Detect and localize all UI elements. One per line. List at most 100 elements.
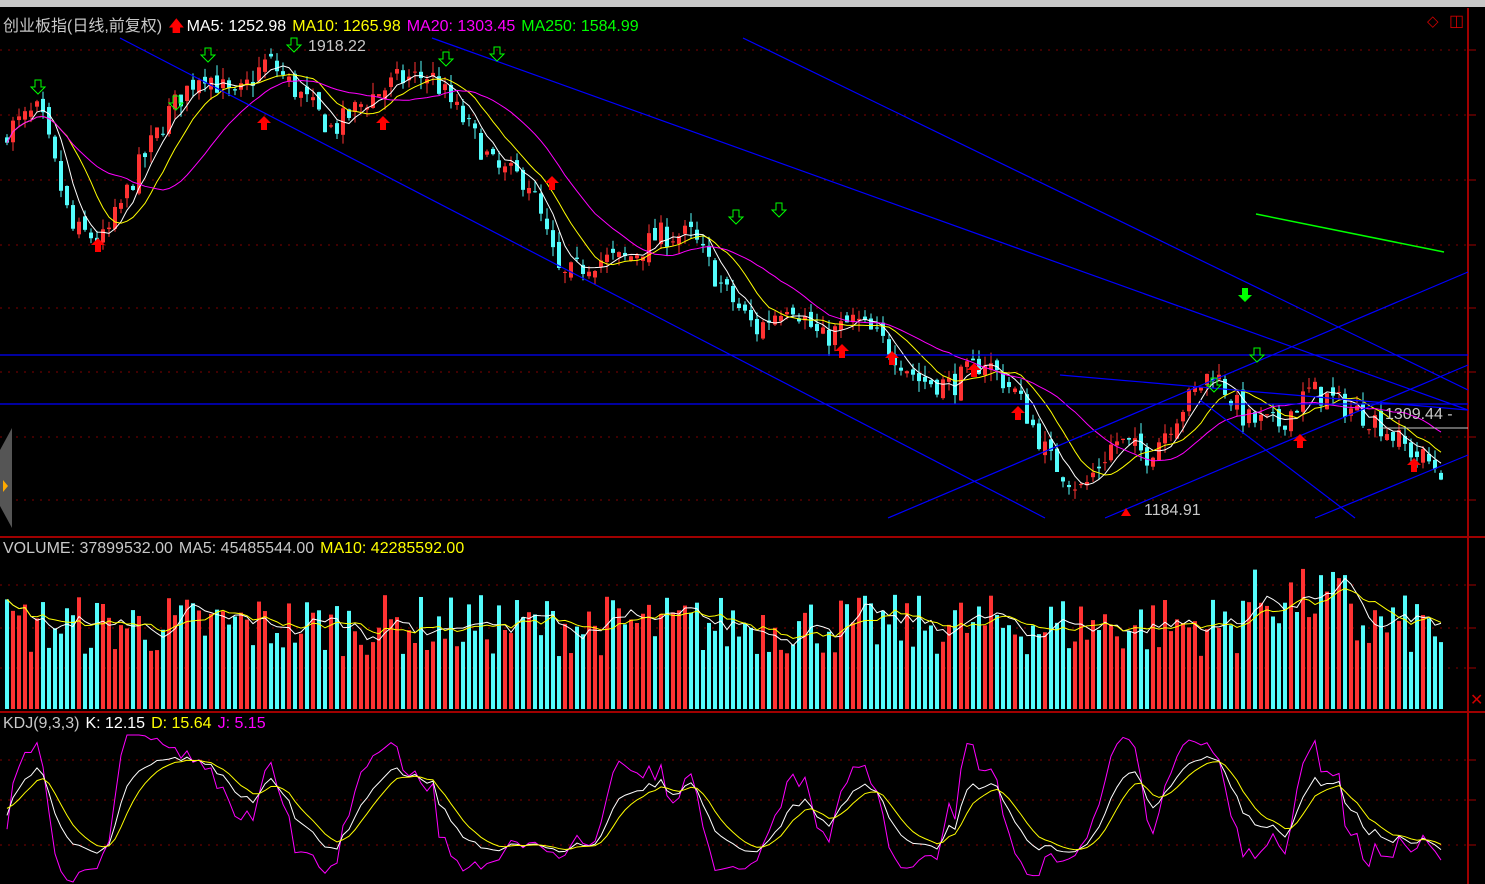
candle-up xyxy=(761,322,765,339)
ma10-label: MA10: 1265.98 xyxy=(292,18,401,35)
volume-bar xyxy=(377,627,381,709)
candle-down xyxy=(1343,393,1347,418)
volume-bar xyxy=(635,622,639,709)
window-split-icon[interactable]: ◫ xyxy=(1449,13,1465,30)
volume-bar xyxy=(419,596,423,709)
candle-down xyxy=(419,71,423,79)
volume-bar xyxy=(557,656,561,709)
volume-bar xyxy=(929,625,933,709)
volume-bar xyxy=(11,610,15,709)
volume-bar xyxy=(107,617,111,709)
candle-down xyxy=(1049,439,1053,451)
candle-up xyxy=(155,127,159,139)
candle-down xyxy=(1271,412,1275,414)
volume-bar xyxy=(1229,625,1233,709)
candle-down xyxy=(479,133,483,160)
volume-bar xyxy=(683,605,687,709)
candle-up xyxy=(659,222,663,245)
candle-down xyxy=(791,307,795,315)
kdj-header: KDJ(9,3,3) K: 12.15 D: 15.64 J: 5.15 xyxy=(3,715,272,733)
volume-ma10-line xyxy=(6,588,1442,639)
candle-down xyxy=(923,376,927,382)
volume-bar xyxy=(1235,653,1239,709)
volume-bar xyxy=(641,613,645,709)
volume-bar xyxy=(1001,627,1005,709)
ma20-label: MA20: 1303.45 xyxy=(406,18,516,35)
price-header: 创业板指(日线,前复权) 🡅 MA5: 1252.98 MA10: 1265.98 MA… xyxy=(3,12,645,42)
volume-bar xyxy=(389,619,393,709)
volume-bar xyxy=(347,610,351,709)
candle-down xyxy=(1331,387,1335,396)
candle-down xyxy=(1439,472,1443,480)
volume-bar xyxy=(401,653,405,709)
buy-arrow-icon xyxy=(376,116,390,130)
volume-bar xyxy=(1073,641,1077,709)
volume-bar xyxy=(53,628,57,709)
volume-bar xyxy=(227,624,231,709)
candle-up xyxy=(1337,392,1341,394)
volume-bar xyxy=(965,632,969,709)
volume-bar xyxy=(815,643,819,709)
diamond-icon[interactable]: ◇ xyxy=(1427,13,1439,30)
volume-bar xyxy=(1247,602,1251,709)
sell-arrow-icon xyxy=(167,95,185,111)
candle-up xyxy=(1043,441,1047,456)
candle-up xyxy=(947,377,951,382)
volume-bar xyxy=(485,639,489,709)
candle-down xyxy=(161,133,165,135)
volume-bar xyxy=(1145,649,1149,709)
volume-bar xyxy=(1421,615,1425,709)
volume-bar xyxy=(1379,616,1383,709)
volume-bar xyxy=(1199,655,1203,709)
candle-down xyxy=(347,109,351,118)
volume-bar xyxy=(281,647,285,709)
volume-bar xyxy=(437,616,441,709)
candle-up xyxy=(167,106,171,134)
candle-up xyxy=(35,101,39,107)
candle-up xyxy=(671,241,675,243)
candle-up xyxy=(113,206,117,229)
candle-down xyxy=(665,226,669,247)
volume-bar xyxy=(101,604,105,709)
volume-bar xyxy=(1217,628,1221,709)
volume-bar xyxy=(911,646,915,709)
volume-bar xyxy=(527,612,531,709)
candle-down xyxy=(1241,389,1245,426)
candle-up xyxy=(599,260,603,268)
candle-up xyxy=(1349,408,1353,416)
volume-bar xyxy=(221,611,225,709)
volume-bar xyxy=(1139,609,1143,709)
candle-down xyxy=(521,169,525,190)
candle-down xyxy=(59,161,63,191)
volume-bar xyxy=(605,596,609,709)
candle-down xyxy=(1145,447,1149,466)
volume-bar xyxy=(839,600,843,709)
volume-bar xyxy=(209,613,213,709)
sell-arrow-icon xyxy=(1248,347,1266,363)
candle-down xyxy=(1415,451,1419,458)
volume-bar xyxy=(269,643,273,709)
volume-bar xyxy=(257,601,261,709)
volume-bar xyxy=(593,625,597,709)
volume-bar xyxy=(881,610,885,709)
volume-bar xyxy=(707,622,711,709)
candle-down xyxy=(179,94,183,107)
candle-down xyxy=(83,216,87,230)
volume-bar xyxy=(1025,654,1029,709)
volume-bar xyxy=(323,649,327,709)
candle-down xyxy=(869,318,873,330)
volume-bar xyxy=(1331,571,1335,709)
candle-down xyxy=(581,264,585,274)
candle-up xyxy=(299,91,303,98)
sell-arrow-icon xyxy=(199,47,217,63)
candle-up xyxy=(1103,462,1107,464)
volume-bar xyxy=(779,649,783,709)
close-icon[interactable]: ✕ xyxy=(1470,692,1484,709)
volume-bar xyxy=(1007,625,1011,709)
volume-bar xyxy=(263,611,267,709)
volume-bar xyxy=(521,617,525,709)
volume-bar xyxy=(1271,616,1275,709)
candle-down xyxy=(755,318,759,335)
candle-down xyxy=(1427,453,1431,462)
